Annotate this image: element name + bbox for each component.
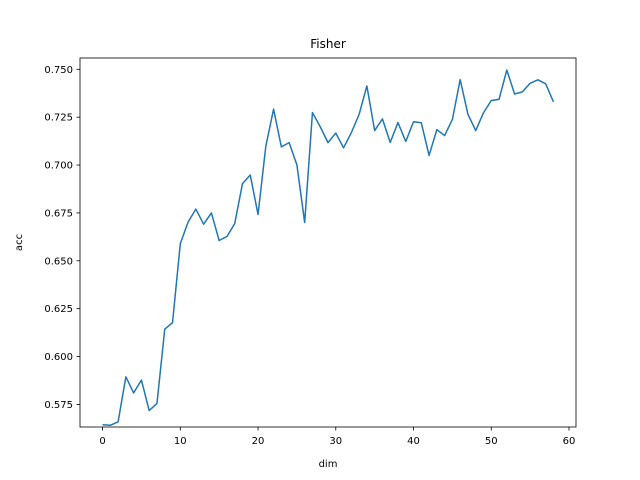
x-tick-label: 10 [174,436,187,447]
y-tick-label: 0.650 [44,256,73,267]
y-tick-label: 0.675 [44,208,73,219]
x-tick-label: 20 [252,436,265,447]
y-tick-label: 0.600 [44,352,73,363]
y-tick-label: 0.750 [44,65,73,76]
x-tick-label: 0 [99,436,105,447]
y-tick-label: 0.700 [44,161,73,172]
y-axis-ticks: 0.575 0.600 0.625 0.650 0.675 0.700 0.725 0.750 [44,65,80,411]
chart-title: Fisher [310,37,346,51]
x-axis-ticks: 0 10 20 30 40 50 60 [99,427,575,447]
x-tick-label: 60 [563,436,576,447]
y-tick-label: 0.575 [44,400,73,411]
y-axis-label: acc [14,234,25,251]
y-tick-label: 0.625 [44,304,73,315]
x-tick-label: 30 [329,436,342,447]
x-axis-label: dim [319,459,338,470]
x-tick-label: 50 [485,436,498,447]
series-line [102,69,555,427]
plot-frame [79,57,577,428]
x-tick-label: 40 [407,436,420,447]
y-tick-label: 0.725 [44,113,73,124]
